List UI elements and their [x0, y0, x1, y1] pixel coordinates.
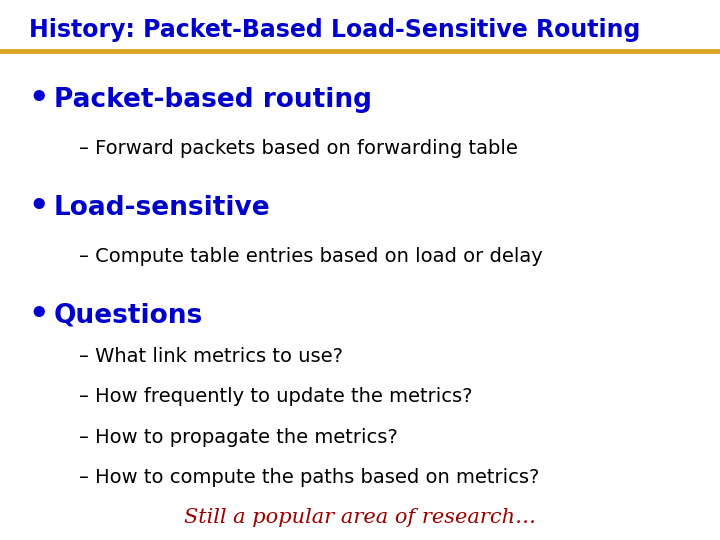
- Text: Load-sensitive: Load-sensitive: [54, 195, 271, 221]
- Text: Packet-based routing: Packet-based routing: [54, 87, 372, 113]
- Text: History: Packet-Based Load-Sensitive Routing: History: Packet-Based Load-Sensitive Rou…: [29, 18, 640, 42]
- Text: – How to propagate the metrics?: – How to propagate the metrics?: [79, 428, 398, 447]
- Text: – How to compute the paths based on metrics?: – How to compute the paths based on metr…: [79, 468, 539, 488]
- Text: •: •: [29, 300, 49, 332]
- Text: Questions: Questions: [54, 303, 203, 329]
- Text: Still a popular area of research…: Still a popular area of research…: [184, 508, 536, 527]
- Text: •: •: [29, 192, 49, 224]
- Text: – Forward packets based on forwarding table: – Forward packets based on forwarding ta…: [79, 139, 518, 158]
- Text: – Compute table entries based on load or delay: – Compute table entries based on load or…: [79, 247, 543, 266]
- Text: – How frequently to update the metrics?: – How frequently to update the metrics?: [79, 387, 473, 407]
- Text: – What link metrics to use?: – What link metrics to use?: [79, 347, 343, 366]
- Text: •: •: [29, 84, 49, 116]
